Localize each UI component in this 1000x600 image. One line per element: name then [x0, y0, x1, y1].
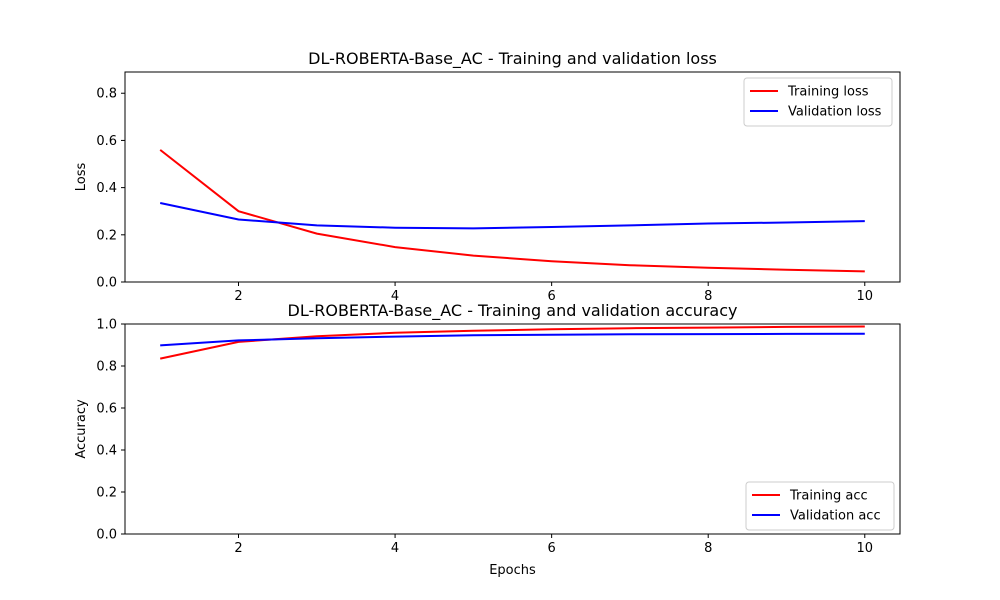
y-axis-label: Accuracy [74, 399, 89, 459]
chart-panel-1: DL-ROBERTA-Base_AC - Training and valida… [74, 49, 901, 304]
y-tick-label: 0.2 [96, 228, 117, 243]
y-tick-label: 1.0 [96, 318, 117, 333]
y-tick-label: 0.6 [96, 134, 117, 149]
legend-label: Training acc [789, 489, 868, 504]
x-tick-label: 8 [704, 541, 712, 556]
y-axis-label: Loss [74, 163, 89, 192]
series-line-validation-acc [160, 332, 865, 347]
x-tick-label: 4 [391, 541, 399, 556]
y-tick-label: 0.6 [96, 402, 117, 417]
legend-label: Training loss [787, 85, 869, 100]
chart-title: DL-ROBERTA-Base_AC - Training and valida… [288, 301, 738, 321]
plot-frame [124, 71, 901, 283]
x-axis-label: Epochs [489, 563, 536, 578]
y-tick-label: 0.8 [96, 87, 117, 102]
x-tick-label: 2 [234, 541, 242, 556]
legend: Training acc Validation acc [745, 481, 895, 531]
y-tick-label: 0.4 [96, 444, 117, 459]
x-tick-label: 8 [704, 289, 712, 304]
y-tick-label: 0.8 [96, 360, 117, 375]
y-tick-label: 0.2 [96, 486, 117, 501]
plot-frame [124, 323, 901, 535]
x-tick-label: 4 [391, 289, 399, 304]
series-line-training-loss [159, 149, 865, 273]
legend-label: Validation loss [788, 105, 882, 120]
series-line-training-acc [159, 325, 865, 360]
chart-title: DL-ROBERTA-Base_AC - Training and valida… [308, 49, 717, 69]
x-tick-label: 10 [856, 289, 873, 304]
y-tick-label: 0.0 [96, 528, 117, 543]
legend-label: Validation acc [790, 509, 881, 524]
x-tick-label: 6 [548, 289, 556, 304]
x-tick-label: 2 [234, 289, 242, 304]
chart-panel-2: DL-ROBERTA-Base_AC - Training and valida… [74, 301, 901, 578]
x-tick-label: 10 [856, 541, 873, 556]
legend-box [745, 481, 895, 531]
legend: Training loss Validation loss [743, 77, 893, 127]
x-tick-label: 6 [548, 541, 556, 556]
legend-box [743, 77, 893, 127]
y-tick-label: 0.0 [96, 276, 117, 291]
y-tick-label: 0.4 [96, 181, 117, 196]
series-line-validation-loss [159, 202, 865, 230]
